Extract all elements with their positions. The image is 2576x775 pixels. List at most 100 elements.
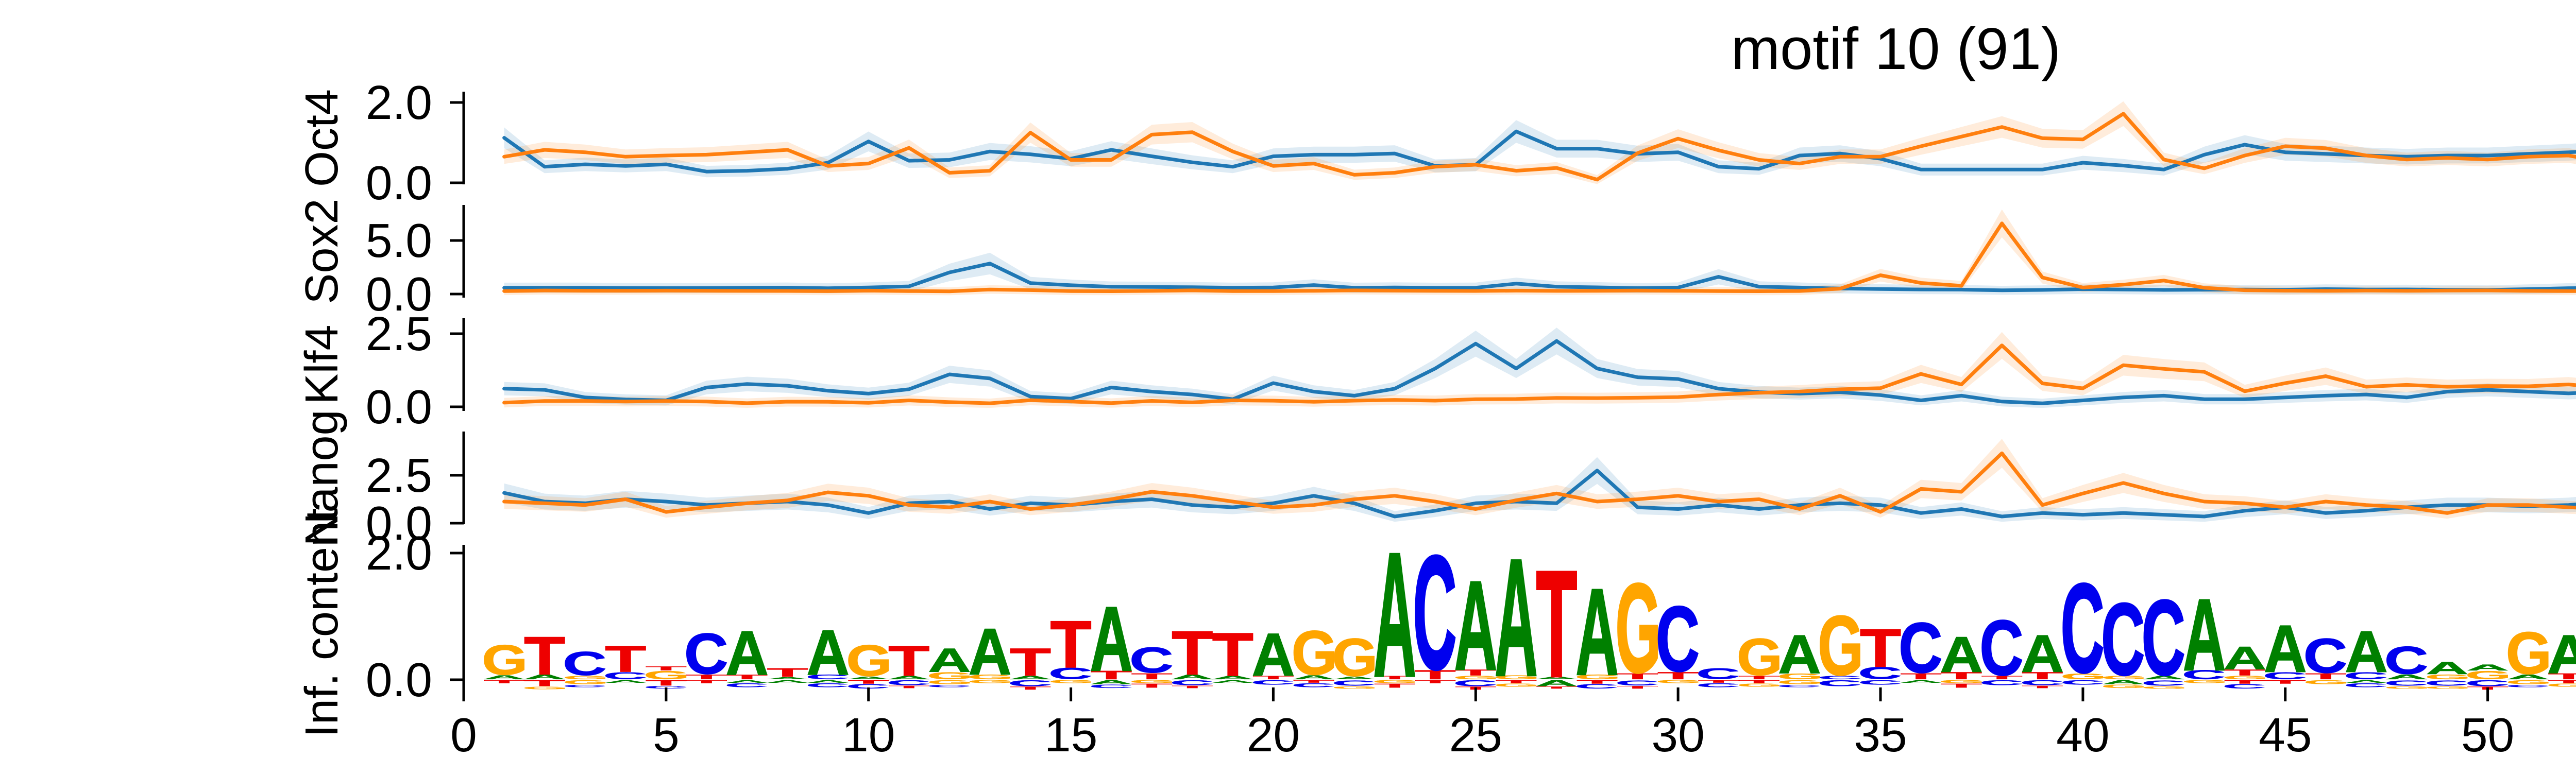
svg-text:A: A [1252, 621, 1295, 688]
svg-text:A: A [1535, 679, 1578, 688]
svg-text:G: G [1130, 679, 1176, 684]
svg-text:50: 50 [2461, 708, 2514, 762]
svg-text:G: G [2303, 679, 2349, 685]
svg-text:G: G [1737, 683, 1783, 687]
svg-text:T: T [2224, 668, 2265, 677]
svg-text:T: T [646, 679, 687, 687]
svg-text:G: G [2425, 674, 2471, 681]
svg-text:Oct4: Oct4 [296, 89, 348, 187]
svg-text:C: C [1048, 664, 1092, 682]
svg-text:T: T [524, 626, 565, 686]
svg-text:G: G [563, 675, 609, 680]
svg-text:A: A [2426, 658, 2469, 678]
svg-text:G: G [1777, 672, 1823, 681]
svg-text:T: T [1010, 686, 1051, 691]
svg-text:C: C [2142, 578, 2185, 697]
svg-text:G: G [563, 679, 609, 685]
svg-text:T: T [1252, 675, 1294, 680]
svg-text:G: G [2223, 675, 2268, 680]
svg-text:T: T [1172, 618, 1213, 687]
svg-text:T: T [1212, 621, 1253, 688]
svg-text:T: T [2548, 679, 2576, 684]
svg-text:G: G [522, 686, 568, 690]
svg-text:G: G [1939, 679, 1985, 684]
svg-text:T: T [1293, 679, 1334, 683]
svg-text:A: A [2547, 624, 2576, 685]
svg-text:T: T [888, 638, 929, 685]
svg-text:C: C [1696, 682, 1740, 688]
svg-text:5: 5 [653, 708, 680, 762]
svg-text:G: G [2061, 672, 2107, 681]
svg-text:C: C [1615, 679, 1659, 687]
svg-text:2.5: 2.5 [366, 307, 432, 360]
svg-text:C: C [1777, 684, 1821, 688]
svg-text:T: T [1577, 679, 1618, 685]
svg-text:T: T [605, 639, 646, 680]
svg-text:C: C [1818, 675, 1861, 680]
svg-text:T: T [1981, 675, 2023, 680]
svg-text:A: A [2466, 663, 2509, 672]
svg-text:T: T [1738, 679, 1780, 684]
svg-text:A: A [2102, 679, 2145, 685]
svg-text:T: T [1941, 670, 1982, 681]
svg-text:30: 30 [1651, 708, 1704, 762]
svg-text:T: T [1455, 668, 1496, 677]
svg-text:A: A [969, 615, 1011, 688]
svg-text:A: A [1009, 675, 1052, 680]
svg-text:C: C [2425, 679, 2469, 687]
svg-text:40: 40 [2056, 708, 2109, 762]
svg-text:C: C [2101, 582, 2145, 697]
svg-text:C: C [1129, 640, 1173, 681]
svg-text:A: A [2183, 578, 2226, 692]
svg-text:A: A [2143, 675, 2185, 680]
svg-text:C: C [725, 682, 769, 688]
svg-text:T: T [1131, 682, 1173, 688]
svg-text:A: A [1495, 525, 1537, 711]
svg-text:G: G [968, 674, 1013, 681]
svg-text:C: C [563, 684, 606, 688]
svg-text:T: T [1536, 686, 1577, 689]
svg-text:T: T [1698, 679, 1739, 683]
svg-text:G: G [2425, 685, 2471, 690]
svg-text:C: C [603, 670, 647, 681]
svg-text:T: T [1536, 540, 1577, 709]
svg-text:0.0: 0.0 [366, 267, 432, 321]
svg-text:C: C [644, 685, 688, 690]
svg-text:C: C [1818, 679, 1861, 688]
svg-text:T: T [1415, 679, 1456, 684]
svg-text:A: A [2507, 674, 2550, 681]
svg-text:A: A [2345, 619, 2387, 684]
svg-text:T: T [524, 678, 565, 687]
svg-text:C: C [1858, 664, 1902, 683]
svg-text:C: C [684, 622, 728, 686]
svg-text:C: C [2263, 670, 2307, 681]
svg-text:C: C [2384, 639, 2428, 682]
svg-text:C: C [1008, 679, 1052, 688]
svg-text:G: G [1615, 558, 1661, 699]
svg-text:T: T [1010, 640, 1051, 684]
svg-text:G: G [2506, 621, 2552, 687]
svg-text:T: T [767, 666, 808, 679]
svg-text:0: 0 [450, 708, 477, 762]
svg-text:2.0: 2.0 [366, 526, 432, 580]
svg-text:35: 35 [1854, 708, 1907, 762]
svg-text:C: C [1979, 679, 2023, 686]
svg-text:G: G [1575, 674, 1621, 681]
svg-text:T: T [484, 679, 525, 684]
svg-text:C: C [1656, 588, 1700, 691]
svg-text:A: A [2021, 625, 2064, 683]
svg-text:C: C [1858, 679, 1902, 686]
svg-text:G: G [2101, 684, 2147, 689]
svg-text:T: T [1091, 668, 1132, 682]
svg-text:G: G [2142, 685, 2188, 690]
svg-text:T: T [1941, 682, 1982, 688]
svg-text:C: C [887, 679, 930, 686]
svg-text:C: C [2344, 682, 2388, 688]
svg-text:G: G [927, 670, 973, 681]
svg-text:G: G [1332, 628, 1378, 687]
svg-text:motif 10 (91): motif 10 (91) [1731, 16, 2061, 82]
svg-text:Inf. content: Inf. content [296, 508, 348, 737]
svg-text:A: A [1293, 674, 1335, 680]
svg-text:C: C [1292, 682, 1335, 688]
svg-text:T: T [1374, 682, 1415, 688]
